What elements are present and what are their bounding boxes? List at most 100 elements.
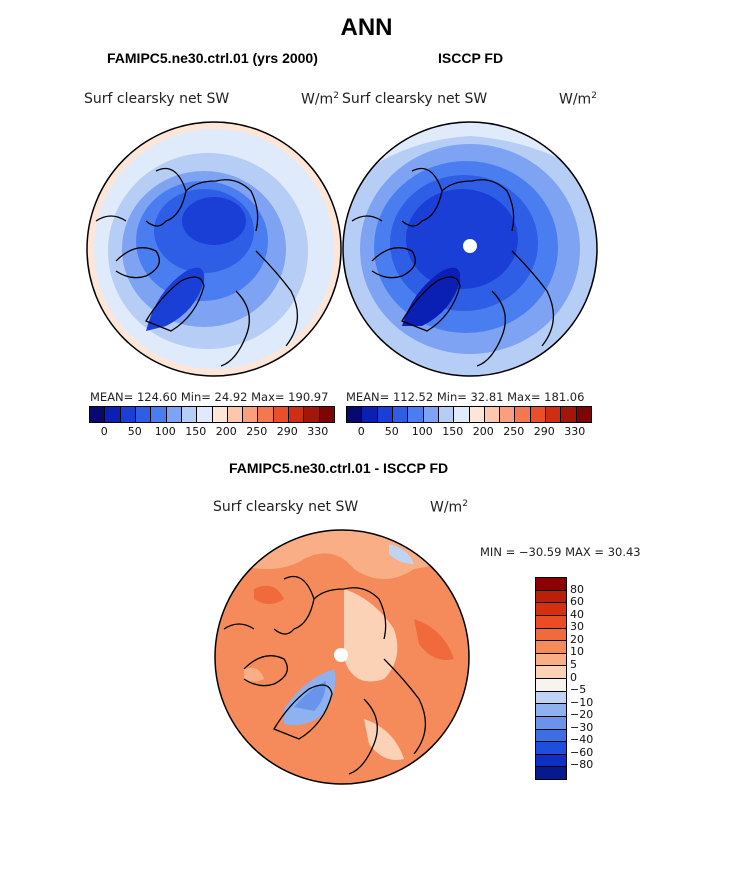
colorbar-swatch — [438, 407, 455, 422]
colorbar-swatch — [273, 407, 290, 422]
colorbar-swatch — [576, 407, 591, 422]
colorbar-tick-label: 200 — [472, 425, 494, 438]
colorbar-tick-label: 5 — [570, 657, 577, 671]
colorbar-swatch — [166, 407, 182, 422]
colorbar-swatch — [536, 628, 566, 642]
colorbar-swatch — [120, 407, 136, 422]
colorbar-tick-label: 0 — [570, 670, 577, 684]
colorbar-swatch — [561, 407, 577, 422]
diff-case-title: FAMIPC5.ne30.ctrl.01 - ISCCP FD — [229, 460, 449, 476]
left-case-title: FAMIPC5.ne30.ctrl.01 (yrs 2000) — [107, 50, 318, 66]
diff-variable-label: Surf clearsky net SW — [213, 499, 359, 515]
colorbar-swatch — [423, 407, 439, 422]
colorbar-swatch — [347, 407, 363, 422]
colorbar-tick-label: −10 — [570, 695, 594, 709]
left-variable-label: Surf clearsky net SW — [84, 91, 230, 107]
colorbar-swatch — [536, 615, 566, 629]
colorbar-swatch — [500, 407, 516, 422]
colorbar-tick-label: 10 — [570, 645, 584, 659]
right-polar-map — [342, 121, 598, 377]
colorbar-swatch — [319, 407, 334, 422]
right-stats: MEAN= 112.52 Min= 32.81 Max= 181.06 — [346, 390, 585, 404]
page-title: ANN — [340, 14, 393, 41]
colorbar-swatch — [243, 407, 259, 422]
colorbar-swatch — [197, 407, 213, 422]
colorbar-tick-label: 150 — [442, 425, 464, 438]
colorbar-tick-label: −60 — [570, 745, 594, 759]
pole-hole — [463, 239, 477, 253]
colorbar-tick-label: −30 — [570, 720, 594, 734]
colorbar-swatch — [289, 407, 305, 422]
colorbar-swatch — [536, 653, 566, 667]
colorbar-swatch — [454, 407, 470, 422]
colorbar-tick-label: 250 — [246, 425, 268, 438]
colorbar-tick-label: 60 — [570, 595, 584, 609]
colorbar-swatch — [515, 407, 531, 422]
colorbar-tick-label: 0 — [100, 425, 108, 438]
colorbar-tick-label: 40 — [570, 607, 584, 621]
colorbar-swatch — [90, 407, 106, 422]
colorbar-tick-label: 250 — [503, 425, 525, 438]
diff-stats: MIN = −30.59 MAX = 30.43 — [480, 545, 641, 559]
colorbar-tick-label: 150 — [185, 425, 207, 438]
colorbar-tick-label: 50 — [127, 425, 142, 438]
colorbar-swatch — [536, 578, 566, 591]
colorbar-swatch — [469, 407, 485, 422]
colorbar-swatch — [181, 407, 198, 422]
diff-polar-map — [214, 529, 470, 785]
colorbar-tick-label: 0 — [357, 425, 365, 438]
diff-units-label: W/m2 — [430, 499, 468, 516]
colorbar-tick-label: −80 — [570, 758, 594, 772]
colorbar-swatch — [536, 742, 566, 755]
colorbar-swatch — [536, 704, 566, 717]
colorbar-swatch — [484, 407, 501, 422]
colorbar-swatch — [536, 679, 566, 692]
pole-hole — [334, 648, 348, 662]
colorbar-tick-label: 290 — [533, 425, 555, 438]
colorbar-tick-label: −20 — [570, 708, 594, 722]
colorbar-swatch — [151, 407, 167, 422]
colorbar-tick-label: 30 — [570, 620, 584, 634]
colorbar-tick-label: 200 — [215, 425, 237, 438]
colorbar-swatch — [304, 407, 320, 422]
right-case-title: ISCCP FD — [438, 50, 504, 66]
colorbar-swatch — [212, 407, 228, 422]
colorbar-swatch — [536, 754, 566, 768]
colorbar-swatch — [536, 716, 566, 730]
colorbar-tick-label: 330 — [564, 425, 586, 438]
right-variable-label: Surf clearsky net SW — [342, 91, 488, 107]
colorbar-swatch — [105, 407, 121, 422]
colorbar-tick-label: 50 — [384, 425, 399, 438]
colorbar-swatch — [258, 407, 274, 422]
colorbar-tick-label: −5 — [570, 683, 587, 697]
colorbar-tick-label: −40 — [570, 733, 594, 747]
left-colorbar — [89, 406, 335, 423]
colorbar-swatch — [536, 590, 566, 604]
colorbar-tick-label: 290 — [276, 425, 298, 438]
colorbar-swatch — [536, 641, 566, 654]
colorbar-swatch — [536, 603, 566, 616]
colorbar-swatch — [536, 729, 566, 743]
colorbar-swatch — [536, 767, 566, 779]
colorbar-tick-label: 80 — [570, 582, 584, 596]
colorbar-swatch — [408, 407, 424, 422]
colorbar-tick-label: 330 — [307, 425, 329, 438]
colorbar-swatch — [362, 407, 378, 422]
colorbar-tick-label: 100 — [154, 425, 176, 438]
colorbar-swatch — [227, 407, 244, 422]
colorbar-swatch — [546, 407, 562, 422]
colorbar-swatch — [536, 691, 566, 705]
colorbar-swatch — [530, 407, 547, 422]
right-colorbar — [346, 406, 592, 423]
diff-colorbar — [535, 577, 567, 780]
colorbar-swatch — [536, 666, 566, 679]
left-polar-map — [86, 121, 342, 377]
right-units-label: W/m2 — [559, 91, 597, 108]
colorbar-tick-label: 20 — [570, 632, 584, 646]
left-stats: MEAN= 124.60 Min= 24.92 Max= 190.97 — [90, 390, 329, 404]
colorbar-swatch — [135, 407, 152, 422]
colorbar-tick-label: 100 — [411, 425, 433, 438]
left-units-label: W/m2 — [301, 91, 339, 108]
colorbar-swatch — [392, 407, 409, 422]
colorbar-swatch — [377, 407, 393, 422]
